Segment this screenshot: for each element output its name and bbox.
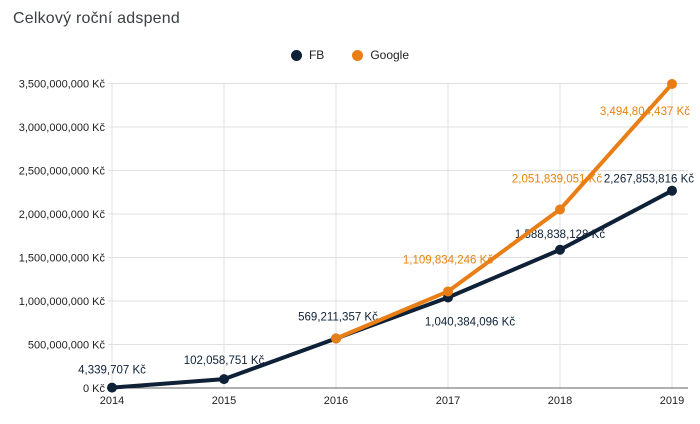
y-tick-label: 0 Kč: [83, 383, 106, 395]
data-label-fb: 102,058,751 Kč: [184, 355, 265, 367]
data-label-google: 2,051,839,051 Kč: [512, 173, 602, 185]
data-label-fb: 1,588,838,128 Kč: [515, 229, 605, 241]
y-tick-label: 2,000,000,000 Kč: [19, 209, 106, 221]
x-tick-label: 2015: [212, 395, 236, 407]
data-point-google[interactable]: [555, 204, 565, 215]
data-point-fb[interactable]: [107, 382, 117, 393]
data-label-google: 1,109,834,246 Kč: [403, 254, 493, 266]
x-tick-label: 2019: [660, 395, 684, 407]
data-point-fb[interactable]: [219, 374, 229, 385]
fb-series-dot-icon: [290, 49, 302, 61]
x-tick-label: 2017: [436, 395, 460, 407]
data-label-fb: 1,040,384,096 Kč: [425, 316, 515, 328]
chart-legend: FB Google: [0, 48, 700, 62]
y-tick-label: 1,500,000,000 Kč: [19, 253, 106, 265]
data-label-fb: 4,339,707 Kč: [78, 365, 146, 377]
data-label-fb: 2,267,853,816 Kč: [604, 174, 694, 186]
data-point-google[interactable]: [667, 78, 677, 89]
data-point-google[interactable]: [443, 286, 453, 297]
x-tick-label: 2016: [324, 395, 348, 407]
y-tick-label: 2,500,000,000 Kč: [19, 166, 106, 178]
legend-label-fb: FB: [308, 48, 325, 62]
x-tick-label: 2018: [548, 395, 572, 407]
legend-item-fb[interactable]: FB: [290, 48, 325, 62]
y-tick-label: 500,000,000 Kč: [28, 340, 106, 352]
data-label-fb: 569,211,357 Kč: [298, 311, 378, 323]
y-tick-label: 3,500,000,000 Kč: [19, 79, 106, 91]
chart-title: Celkový roční adspend: [13, 10, 180, 27]
legend-label-google: Google: [370, 48, 410, 62]
x-tick-label: 2014: [100, 395, 124, 407]
legend-item-google[interactable]: Google: [352, 48, 409, 62]
data-point-google[interactable]: [331, 333, 341, 344]
series-line-fb: [110, 188, 674, 390]
data-point-fb[interactable]: [555, 244, 565, 255]
series-line-google: [334, 81, 674, 341]
google-series-dot-icon: [352, 49, 364, 61]
data-label-google: 3,494,804,437 Kč: [600, 106, 690, 118]
y-tick-label: 1,000,000,000 Kč: [19, 296, 106, 308]
data-point-fb[interactable]: [667, 185, 677, 196]
y-tick-label: 3,000,000,000 Kč: [19, 122, 106, 134]
